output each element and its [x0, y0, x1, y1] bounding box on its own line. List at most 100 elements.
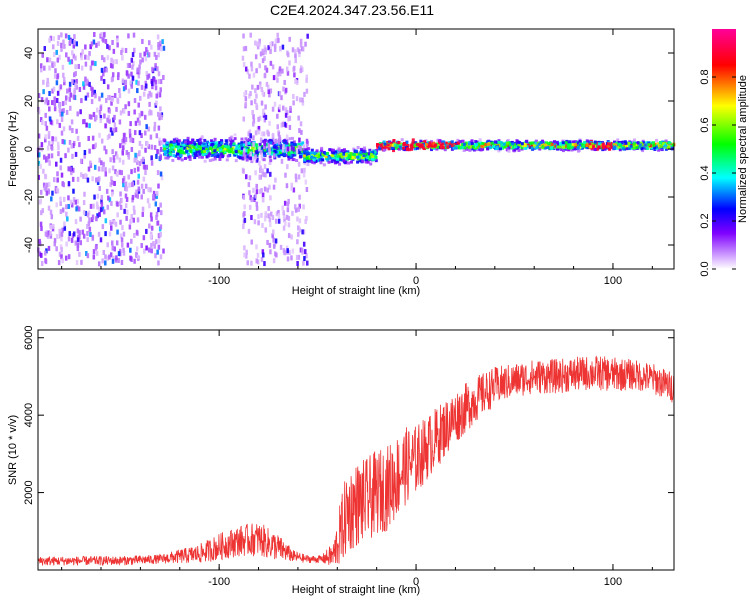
- spectrogram-cell: [196, 149, 200, 153]
- spectrogram-cell: [203, 159, 207, 163]
- spectrogram-cell: [287, 216, 291, 222]
- spectrogram-cell: [340, 149, 344, 153]
- spectrogram-cell: [454, 146, 458, 150]
- spectrogram-cell: [471, 145, 475, 149]
- spectrogram-cell: [176, 145, 180, 149]
- spectrogram-cell: [125, 150, 129, 156]
- spectrogram-cell: [136, 193, 139, 199]
- spectrogram-cell: [157, 207, 160, 213]
- spectrogram-cell: [76, 198, 79, 204]
- spectrogram-cell: [69, 199, 73, 205]
- spectrogram-cell: [155, 133, 159, 139]
- spectrogram-cell: [544, 141, 548, 145]
- spectrogram-cell: [294, 58, 297, 64]
- spectrogram-cell: [258, 38, 261, 44]
- spectrogram-cell: [48, 65, 51, 71]
- spectrogram-cell: [270, 139, 274, 143]
- spectrogram-cell: [283, 79, 286, 85]
- spectrogram-cell: [176, 156, 180, 160]
- colorbar-ticks: 0.00.20.40.60.8: [699, 69, 736, 277]
- spectrogram-cell: [281, 205, 284, 211]
- spectrogram-cell: [244, 137, 248, 141]
- spectrogram-cell: [111, 258, 115, 264]
- spectrogram-cell: [67, 236, 71, 242]
- spectrogram-cell: [113, 246, 116, 252]
- spectrogram-cell: [279, 244, 283, 250]
- spectrogram-cell: [335, 157, 339, 161]
- spectrogram-cell: [300, 168, 304, 174]
- spectrogram-cell: [234, 159, 238, 163]
- spectrogram-cell: [86, 223, 89, 229]
- spectrogram-cell: [428, 144, 432, 148]
- spectrogram-cell: [96, 180, 100, 186]
- spectrogram-cell: [116, 42, 119, 48]
- spectrogram-cell: [255, 189, 259, 195]
- spectrogram-cell: [355, 149, 359, 153]
- spectrogram-cell: [272, 258, 276, 264]
- spectrogram-cell: [128, 182, 131, 188]
- spectrogram-cell: [576, 146, 580, 150]
- spectrogram-cell: [225, 141, 229, 145]
- spectrogram-cell: [158, 92, 162, 98]
- spectrogram-cell: [233, 153, 237, 157]
- spectrogram-cell: [145, 47, 148, 53]
- spectrogram-cell: [194, 147, 198, 151]
- spectrogram-cell: [271, 233, 274, 239]
- spectrogram-cell: [337, 148, 341, 152]
- spectrogram-cell: [302, 172, 306, 178]
- spectrogram-cell: [278, 136, 282, 142]
- spectrogram-cell: [260, 131, 264, 137]
- spectrogram-cell: [158, 115, 161, 121]
- spectrogram-cell: [72, 80, 76, 86]
- spectrogram-cell: [44, 121, 48, 127]
- spectrogram-cell: [394, 146, 398, 150]
- spectrogram-cell: [305, 138, 309, 144]
- spectrogram-cell: [668, 143, 672, 147]
- spectrogram-cell: [133, 98, 137, 104]
- spectrogram-cell: [91, 91, 94, 97]
- spectrogram-cell: [277, 218, 281, 224]
- spectrogram-cell: [371, 157, 375, 161]
- spectrogram-cell: [261, 192, 265, 198]
- spectrogram-cell: [369, 153, 373, 157]
- spectrogram-cell: [300, 247, 304, 253]
- spectrogram-cell: [60, 42, 63, 48]
- spectrogram-cell: [81, 49, 84, 55]
- spectrogram-cell: [76, 111, 79, 117]
- spectrogram-cell: [365, 152, 369, 156]
- spectrogram-cell: [67, 34, 71, 40]
- spectrogram-cell: [667, 141, 671, 145]
- spectrogram-cell: [95, 201, 99, 207]
- spectrogram-cell: [593, 140, 597, 144]
- spectrogram-cell: [333, 161, 337, 165]
- spectrogram-cell: [46, 232, 49, 238]
- spectrogram-cell: [490, 141, 494, 145]
- spectrogram-cell: [271, 106, 275, 112]
- spectrogram-cell: [170, 148, 174, 152]
- spectrogram-cell: [118, 93, 122, 99]
- spectrogram-cell: [82, 84, 86, 90]
- spectrogram-cell: [548, 141, 552, 145]
- spectrogram-cell: [624, 141, 628, 145]
- spectrogram-cell: [483, 143, 487, 147]
- spectrogram-cell: [529, 141, 533, 145]
- spectrogram-cell: [295, 149, 299, 155]
- spectrogram-cell: [208, 152, 212, 156]
- spectrogram-cell: [155, 214, 158, 220]
- spectrogram-cell: [284, 144, 288, 148]
- spectrogram-cell: [273, 46, 277, 52]
- spectrogram-cell: [93, 164, 97, 170]
- spectrogram-cell: [51, 88, 54, 94]
- spectrogram-cell: [78, 86, 82, 92]
- spectrogram-cell: [326, 158, 330, 162]
- spectrogram-cell: [87, 55, 90, 61]
- spectrogram-cell: [243, 154, 247, 160]
- spectrogram-cell: [68, 231, 71, 237]
- spectrogram-cell: [186, 142, 190, 146]
- spectrogram-cell: [136, 67, 139, 73]
- spectrogram-cell: [146, 198, 150, 204]
- spectrogram-cell: [134, 192, 138, 198]
- spectrogram-cell: [131, 138, 135, 144]
- spectrogram-cell: [305, 74, 309, 80]
- spectrogram-cell: [188, 144, 192, 148]
